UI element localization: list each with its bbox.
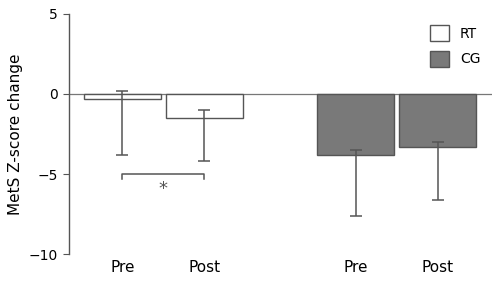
Bar bbox=[318, 94, 394, 155]
Text: *: * bbox=[159, 181, 168, 198]
Bar bbox=[84, 94, 161, 99]
Bar bbox=[400, 94, 476, 147]
Legend: RT, CG: RT, CG bbox=[426, 21, 484, 71]
Bar bbox=[166, 94, 243, 118]
Y-axis label: MetS Z-score change: MetS Z-score change bbox=[8, 53, 24, 215]
